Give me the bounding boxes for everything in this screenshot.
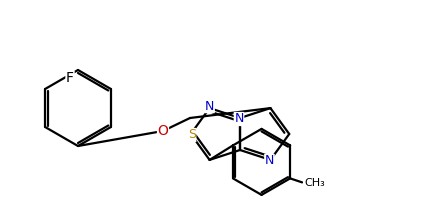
Text: N: N <box>264 154 273 167</box>
Text: S: S <box>187 128 195 141</box>
Text: CH₃: CH₃ <box>303 178 324 188</box>
Text: N: N <box>204 100 214 113</box>
Text: O: O <box>157 124 168 138</box>
Text: F: F <box>66 71 74 85</box>
Text: N: N <box>234 112 243 125</box>
